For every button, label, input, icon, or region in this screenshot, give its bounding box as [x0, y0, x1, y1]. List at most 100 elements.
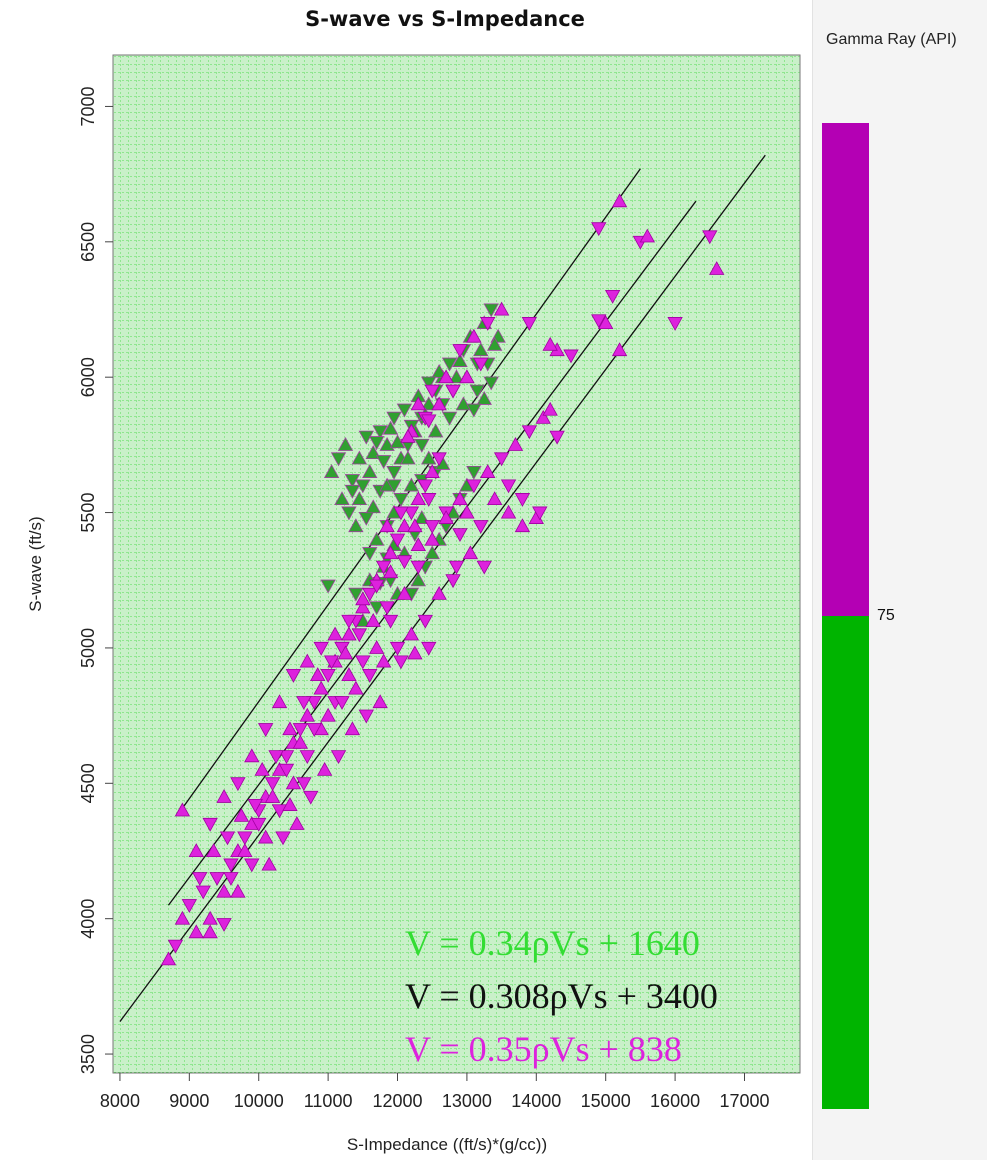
data-point: [355, 655, 371, 670]
data-point: [282, 797, 298, 811]
data-point: [362, 547, 378, 561]
data-point: [448, 560, 465, 575]
data-point: [285, 669, 302, 683]
data-point: [424, 384, 440, 399]
data-point: [386, 411, 402, 426]
data-point: [389, 641, 406, 656]
data-point: [278, 750, 295, 765]
data-point: [223, 858, 239, 873]
data-point: [604, 289, 621, 304]
data-point: [289, 816, 305, 830]
data-point: [330, 452, 347, 467]
data-point: [369, 640, 385, 654]
data-point: [292, 723, 309, 737]
data-point: [188, 924, 204, 939]
data-point: [337, 645, 354, 660]
data-point: [244, 858, 260, 873]
data-point: [431, 363, 447, 378]
data-point: [351, 628, 368, 643]
chart-title: S-wave vs S-Impedance: [305, 7, 585, 31]
data-point: [209, 872, 225, 886]
x-tick-label: 14000: [511, 1091, 561, 1111]
data-point: [251, 817, 267, 832]
data-point: [424, 531, 440, 546]
equation-label-black: V = 0.308ρVs + 3400: [405, 976, 718, 1016]
data-point: [358, 709, 374, 724]
data-point: [403, 477, 420, 492]
data-point: [219, 831, 236, 846]
data-point: [205, 843, 222, 857]
data-point: [514, 493, 531, 507]
data-point: [181, 899, 198, 913]
data-point: [466, 479, 482, 494]
data-point: [421, 493, 437, 507]
y-tick-label: 6000: [78, 357, 98, 397]
data-point: [382, 420, 399, 435]
data-point: [476, 560, 492, 575]
data-point: [369, 601, 385, 616]
y-tick-label: 6500: [78, 222, 98, 262]
data-point: [393, 655, 409, 670]
data-point: [563, 349, 579, 364]
data-point: [230, 883, 246, 898]
x-tick-label: 9000: [169, 1091, 209, 1111]
data-point: [431, 396, 447, 411]
data-point: [421, 396, 437, 411]
data-point: [275, 831, 291, 846]
data-point: [410, 396, 427, 411]
data-point: [296, 777, 312, 792]
data-point: [639, 228, 656, 243]
data-point: [480, 317, 496, 331]
data-point: [323, 655, 340, 670]
data-point: [247, 798, 263, 813]
data-point: [310, 667, 326, 682]
data-point: [410, 572, 427, 587]
data-point: [299, 750, 315, 765]
data-point: [473, 520, 489, 534]
data-point: [382, 564, 399, 579]
data-point: [362, 464, 378, 478]
data-point: [341, 667, 357, 682]
data-point: [493, 301, 510, 316]
data-point: [174, 910, 191, 925]
y-tick-label: 4500: [78, 763, 98, 803]
data-point: [306, 696, 322, 710]
data-point: [396, 403, 413, 418]
data-point: [254, 761, 270, 776]
data-point: [216, 789, 232, 803]
y-tick-label: 5000: [78, 628, 98, 668]
data-point: [323, 464, 340, 478]
data-point: [459, 504, 475, 519]
data-point: [362, 669, 378, 683]
data-point: [379, 518, 395, 533]
data-point: [480, 464, 496, 478]
data-point: [431, 585, 447, 600]
data-point: [455, 396, 472, 411]
data-point: [476, 391, 492, 405]
data-point: [264, 777, 281, 792]
data-point: [466, 328, 482, 343]
data-point: [702, 230, 718, 245]
data-point: [244, 748, 260, 763]
data-point: [195, 885, 211, 900]
data-point: [452, 491, 468, 506]
data-point: [421, 414, 437, 429]
data-point: [532, 506, 548, 521]
data-point: [410, 491, 427, 506]
data-point: [403, 626, 420, 641]
data-point: [421, 641, 437, 656]
data-point: [445, 384, 461, 399]
data-point: [167, 939, 184, 954]
data-point: [441, 411, 458, 426]
data-point: [667, 317, 683, 331]
data-point: [188, 843, 204, 857]
data-point: [278, 763, 295, 778]
data-point: [396, 518, 413, 533]
data-point: [379, 601, 395, 616]
data-point: [341, 506, 357, 521]
data-point: [611, 342, 628, 357]
data-point: [549, 430, 565, 445]
data-point: [306, 723, 322, 737]
data-point: [271, 804, 288, 819]
data-point: [421, 376, 437, 391]
